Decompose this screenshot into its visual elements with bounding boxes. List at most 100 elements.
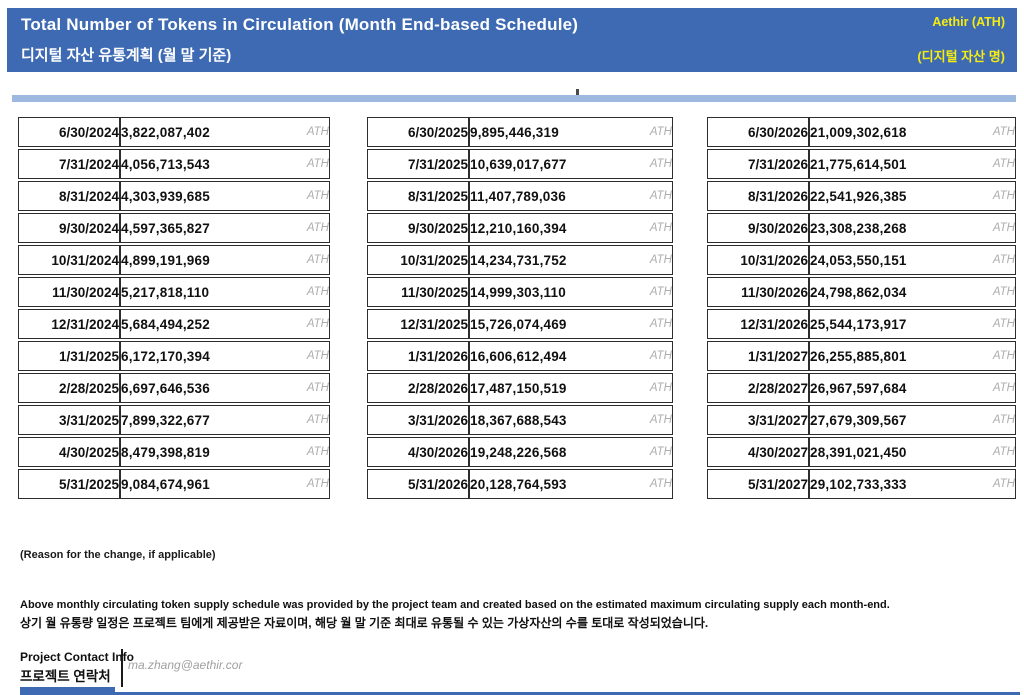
date-cell: 9/30/2025 xyxy=(367,213,469,243)
unit-label: ATH xyxy=(649,158,672,170)
token-amount: 6,697,646,536 xyxy=(121,380,210,396)
unit-label: ATH xyxy=(306,478,329,490)
token-amount: 28,391,021,450 xyxy=(810,444,907,460)
date-cell: 6/30/2026 xyxy=(707,117,809,147)
date-cell: 7/31/2025 xyxy=(367,149,469,179)
schedule-row: 2/28/2025 6,697,646,536 ATH xyxy=(18,373,330,403)
unit-label: ATH xyxy=(649,190,672,202)
value-cell: 26,255,885,801 ATH xyxy=(809,341,1016,371)
value-cell: 21,775,614,501 ATH xyxy=(809,149,1016,179)
contact-label-en: Project Contact Info xyxy=(20,650,135,664)
token-amount: 26,967,597,684 xyxy=(810,380,907,396)
token-amount: 25,544,173,917 xyxy=(810,316,907,332)
value-cell: 9,895,446,319 ATH xyxy=(469,117,673,147)
token-amount: 11,407,789,036 xyxy=(470,188,566,204)
value-cell: 14,999,303,110 ATH xyxy=(469,277,673,307)
token-amount: 10,639,017,677 xyxy=(470,156,567,172)
schedule-row: 7/31/2025 10,639,017,677 ATH xyxy=(367,149,673,179)
unit-label: ATH xyxy=(306,382,329,394)
value-cell: 22,541,926,385 ATH xyxy=(809,181,1016,211)
value-cell: 14,234,731,752 ATH xyxy=(469,245,673,275)
unit-label: ATH xyxy=(992,446,1015,458)
token-amount: 24,798,862,034 xyxy=(810,284,907,300)
schedule-table-2024-2025: 6/30/2024 3,822,087,402 ATH 7/31/2024 4,056,… xyxy=(18,115,330,501)
token-amount: 14,999,303,110 xyxy=(470,284,566,300)
token-amount: 8,479,398,819 xyxy=(121,444,210,460)
schedule-row: 11/30/2025 14,999,303,110 ATH xyxy=(367,277,673,307)
token-amount: 5,684,494,252 xyxy=(121,316,210,332)
schedule-row: 2/28/2027 26,967,597,684 ATH xyxy=(707,373,1016,403)
date-cell: 6/30/2025 xyxy=(367,117,469,147)
disclaimer-en: Above monthly circulating token supply s… xyxy=(20,599,890,611)
value-cell: 15,726,074,469 ATH xyxy=(469,309,673,339)
date-cell: 12/31/2024 xyxy=(18,309,120,339)
schedule-row: 6/30/2026 21,009,302,618 ATH xyxy=(707,117,1016,147)
date-cell: 12/31/2025 xyxy=(367,309,469,339)
date-cell: 3/31/2025 xyxy=(18,405,120,435)
schedule-row: 10/31/2026 24,053,550,151 ATH xyxy=(707,245,1016,275)
unit-label: ATH xyxy=(992,158,1015,170)
value-cell: 21,009,302,618 ATH xyxy=(809,117,1016,147)
date-cell: 4/30/2027 xyxy=(707,437,809,467)
token-amount: 27,679,309,567 xyxy=(810,412,907,428)
value-cell: 3,822,087,402 ATH xyxy=(120,117,330,147)
schedule-row: 11/30/2026 24,798,862,034 ATH xyxy=(707,277,1016,307)
date-cell: 5/31/2025 xyxy=(18,469,120,499)
schedule-row: 12/31/2024 5,684,494,252 ATH xyxy=(18,309,330,339)
value-cell: 6,697,646,536 ATH xyxy=(120,373,330,403)
unit-label: ATH xyxy=(992,478,1015,490)
value-cell: 23,308,238,268 ATH xyxy=(809,213,1016,243)
token-amount: 23,308,238,268 xyxy=(810,220,907,236)
unit-label: ATH xyxy=(306,286,329,298)
date-cell: 9/30/2024 xyxy=(18,213,120,243)
date-cell: 2/28/2027 xyxy=(707,373,809,403)
unit-label: ATH xyxy=(306,190,329,202)
schedule-row: 5/31/2025 9,084,674,961 ATH xyxy=(18,469,330,499)
value-cell: 20,128,764,593 ATH xyxy=(469,469,673,499)
unit-label: ATH xyxy=(306,446,329,458)
schedule-row: 12/31/2026 25,544,173,917 ATH xyxy=(707,309,1016,339)
unit-label: ATH xyxy=(992,222,1015,234)
date-cell: 1/31/2026 xyxy=(367,341,469,371)
token-amount: 15,726,074,469 xyxy=(470,316,567,332)
unit-label: ATH xyxy=(649,446,672,458)
next-section-strip-cutoff xyxy=(115,692,1020,695)
unit-label: ATH xyxy=(992,318,1015,330)
date-cell: 7/31/2026 xyxy=(707,149,809,179)
disclaimer-ko: 상기 월 유통량 일정은 프로젝트 팀에게 제공받은 자료이며, 해당 월 말 … xyxy=(20,616,709,630)
unit-label: ATH xyxy=(306,318,329,330)
date-cell: 4/30/2025 xyxy=(18,437,120,467)
schedule-row: 8/31/2024 4,303,939,685 ATH xyxy=(18,181,330,211)
token-amount: 29,102,733,333 xyxy=(810,476,907,492)
token-amount: 3,822,087,402 xyxy=(121,124,210,140)
token-amount: 4,597,365,827 xyxy=(121,220,210,236)
value-cell: 4,899,191,969 ATH xyxy=(120,245,330,275)
page-title-en: Total Number of Tokens in Circulation (M… xyxy=(21,15,579,34)
value-cell: 19,248,226,568 ATH xyxy=(469,437,673,467)
date-cell: 1/31/2025 xyxy=(18,341,120,371)
schedule-row: 11/30/2024 5,217,818,110 ATH xyxy=(18,277,330,307)
token-amount: 16,606,612,494 xyxy=(470,348,567,364)
schedule-row: 4/30/2025 8,479,398,819 ATH xyxy=(18,437,330,467)
schedule-row: 9/30/2024 4,597,365,827 ATH xyxy=(18,213,330,243)
date-cell: 12/31/2026 xyxy=(707,309,809,339)
token-amount: 14,234,731,752 xyxy=(470,252,567,268)
unit-label: ATH xyxy=(992,414,1015,426)
schedule-row: 3/31/2025 7,899,322,677 ATH xyxy=(18,405,330,435)
asset-name-group: Aethir (ATH) (디지털 자산 명) xyxy=(917,15,1005,65)
reason-for-change-label: (Reason for the change, if applicable) xyxy=(20,549,216,561)
contact-cell-divider xyxy=(121,649,123,687)
date-cell: 3/31/2026 xyxy=(367,405,469,435)
schedule-row: 1/31/2027 26,255,885,801 ATH xyxy=(707,341,1016,371)
value-cell: 12,210,160,394 ATH xyxy=(469,213,673,243)
value-cell: 4,597,365,827 ATH xyxy=(120,213,330,243)
contact-email: ma.zhang@aethir.cor xyxy=(128,658,243,672)
date-cell: 10/31/2024 xyxy=(18,245,120,275)
project-contact-info: Project Contact Info 프로젝트 연락처 xyxy=(20,650,134,685)
unit-label: ATH xyxy=(649,254,672,266)
date-cell: 8/31/2024 xyxy=(18,181,120,211)
accent-bar xyxy=(12,95,1016,102)
date-cell: 3/31/2027 xyxy=(707,405,809,435)
unit-label: ATH xyxy=(306,222,329,234)
unit-label: ATH xyxy=(992,350,1015,362)
